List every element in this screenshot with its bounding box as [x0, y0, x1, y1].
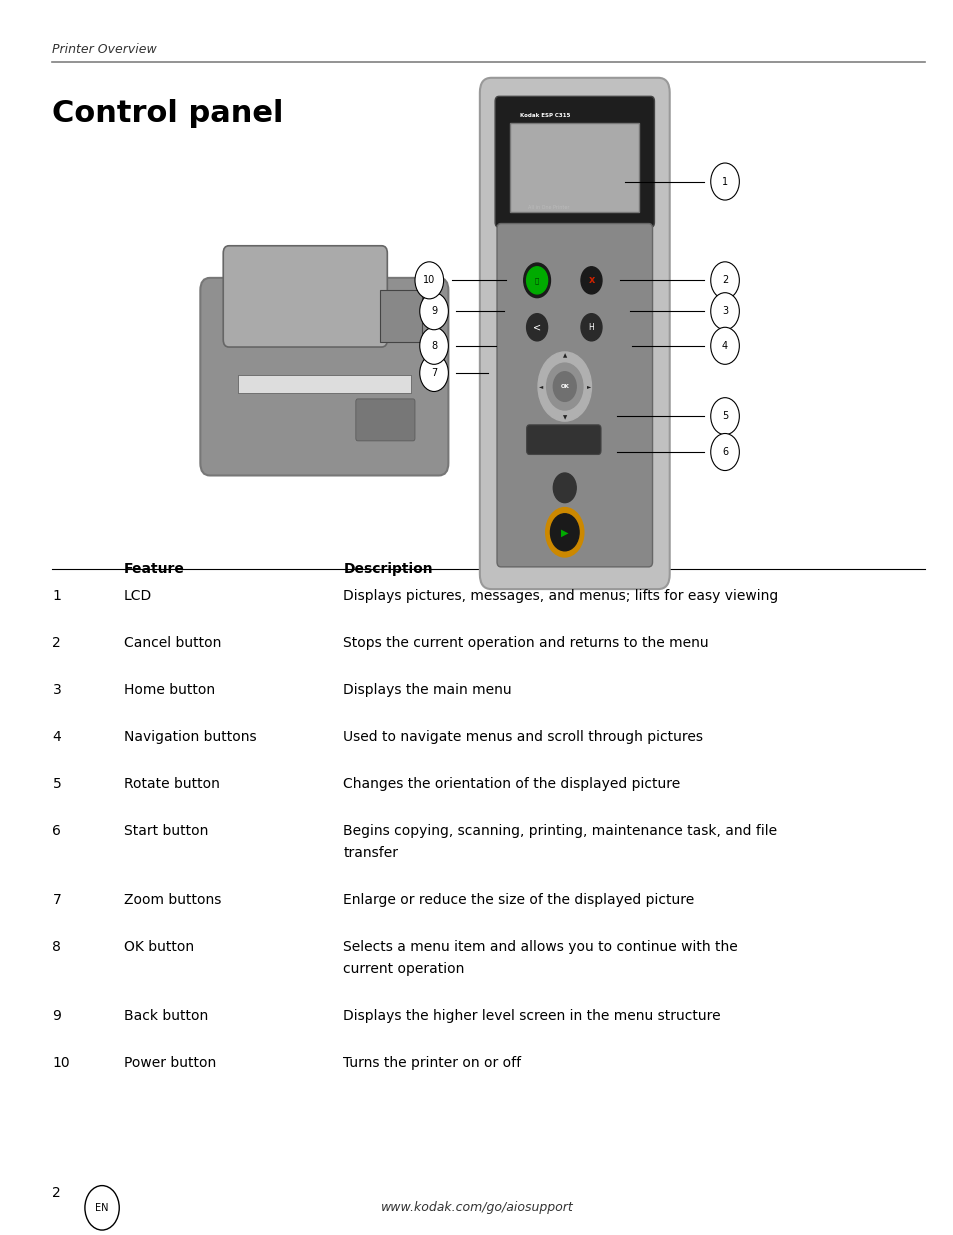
- Text: current operation: current operation: [343, 962, 464, 976]
- Text: Displays the higher level screen in the menu structure: Displays the higher level screen in the …: [343, 1009, 720, 1023]
- Circle shape: [710, 262, 739, 299]
- FancyBboxPatch shape: [495, 96, 654, 227]
- Text: Begins copying, scanning, printing, maintenance task, and file: Begins copying, scanning, printing, main…: [343, 824, 777, 837]
- Circle shape: [419, 354, 448, 391]
- FancyBboxPatch shape: [355, 399, 415, 441]
- Text: 4: 4: [52, 730, 61, 743]
- Circle shape: [415, 262, 443, 299]
- Text: ▶: ▶: [560, 527, 568, 537]
- Text: 9: 9: [52, 1009, 61, 1023]
- Text: Power button: Power button: [124, 1056, 216, 1070]
- Text: Zoom buttons: Zoom buttons: [124, 893, 221, 906]
- Text: 5: 5: [52, 777, 61, 790]
- Text: Description: Description: [343, 562, 433, 576]
- Text: 2: 2: [52, 636, 61, 650]
- Text: www.kodak.com/go/aiosupport: www.kodak.com/go/aiosupport: [380, 1202, 573, 1214]
- Text: Start button: Start button: [124, 824, 208, 837]
- Text: 6: 6: [721, 447, 727, 457]
- Text: Printer Overview: Printer Overview: [52, 42, 157, 56]
- Text: 7: 7: [52, 893, 61, 906]
- Text: 5: 5: [721, 411, 727, 421]
- Circle shape: [546, 363, 582, 410]
- Text: 9: 9: [431, 306, 436, 316]
- Circle shape: [553, 473, 576, 503]
- Circle shape: [710, 433, 739, 471]
- Text: Changes the orientation of the displayed picture: Changes the orientation of the displayed…: [343, 777, 680, 790]
- Text: ◄: ◄: [538, 384, 542, 389]
- Text: 10: 10: [52, 1056, 70, 1070]
- FancyBboxPatch shape: [200, 278, 448, 475]
- Text: Feature: Feature: [124, 562, 185, 576]
- Circle shape: [419, 327, 448, 364]
- FancyBboxPatch shape: [510, 124, 639, 212]
- Circle shape: [580, 267, 601, 294]
- Text: 2: 2: [52, 1187, 61, 1200]
- Text: Turns the printer on or off: Turns the printer on or off: [343, 1056, 521, 1070]
- Text: H: H: [588, 322, 594, 332]
- Circle shape: [710, 398, 739, 435]
- Text: Home button: Home button: [124, 683, 215, 697]
- Circle shape: [523, 263, 550, 298]
- Text: EN: EN: [95, 1203, 109, 1213]
- Text: Selects a menu item and allows you to continue with the: Selects a menu item and allows you to co…: [343, 940, 738, 953]
- Text: transfer: transfer: [343, 846, 398, 860]
- Text: Kodak ESP C315: Kodak ESP C315: [519, 114, 570, 119]
- Text: Back button: Back button: [124, 1009, 208, 1023]
- FancyBboxPatch shape: [497, 224, 652, 567]
- Circle shape: [553, 372, 576, 401]
- Text: Displays the main menu: Displays the main menu: [343, 683, 512, 697]
- Text: 4: 4: [721, 341, 727, 351]
- FancyBboxPatch shape: [379, 290, 421, 342]
- Text: Displays pictures, messages, and menus; lifts for easy viewing: Displays pictures, messages, and menus; …: [343, 589, 778, 603]
- Text: Enlarge or reduce the size of the displayed picture: Enlarge or reduce the size of the displa…: [343, 893, 694, 906]
- Text: 6: 6: [52, 824, 61, 837]
- Circle shape: [526, 314, 547, 341]
- FancyBboxPatch shape: [237, 375, 411, 393]
- Text: OK button: OK button: [124, 940, 194, 953]
- Text: 2: 2: [721, 275, 727, 285]
- Text: Stops the current operation and returns to the menu: Stops the current operation and returns …: [343, 636, 708, 650]
- FancyBboxPatch shape: [223, 246, 387, 347]
- Text: Control panel: Control panel: [52, 99, 284, 127]
- Circle shape: [545, 508, 583, 557]
- Text: LCD: LCD: [124, 589, 152, 603]
- FancyBboxPatch shape: [479, 78, 669, 589]
- Text: All in One Printer: All in One Printer: [527, 205, 569, 210]
- Text: <: <: [533, 322, 540, 332]
- Text: 1: 1: [52, 589, 61, 603]
- Text: ▲: ▲: [562, 353, 566, 358]
- Circle shape: [419, 293, 448, 330]
- Text: Navigation buttons: Navigation buttons: [124, 730, 256, 743]
- Text: Rotate button: Rotate button: [124, 777, 219, 790]
- Circle shape: [710, 163, 739, 200]
- Text: 10: 10: [423, 275, 435, 285]
- Circle shape: [85, 1186, 119, 1230]
- Circle shape: [710, 293, 739, 330]
- Text: 3: 3: [721, 306, 727, 316]
- Text: 8: 8: [431, 341, 436, 351]
- Text: ►: ►: [586, 384, 590, 389]
- Text: Cancel button: Cancel button: [124, 636, 221, 650]
- Circle shape: [550, 514, 578, 551]
- Text: OK: OK: [559, 384, 569, 389]
- Text: Used to navigate menus and scroll through pictures: Used to navigate menus and scroll throug…: [343, 730, 702, 743]
- Text: 8: 8: [52, 940, 61, 953]
- Text: 3: 3: [52, 683, 61, 697]
- Text: x: x: [588, 275, 594, 285]
- Circle shape: [580, 314, 601, 341]
- Text: ⏻: ⏻: [535, 277, 538, 284]
- Text: 1: 1: [721, 177, 727, 186]
- Text: ▼: ▼: [562, 415, 566, 420]
- Circle shape: [537, 352, 591, 421]
- Circle shape: [526, 267, 547, 294]
- Circle shape: [710, 327, 739, 364]
- FancyBboxPatch shape: [526, 425, 600, 454]
- Text: 7: 7: [431, 368, 436, 378]
